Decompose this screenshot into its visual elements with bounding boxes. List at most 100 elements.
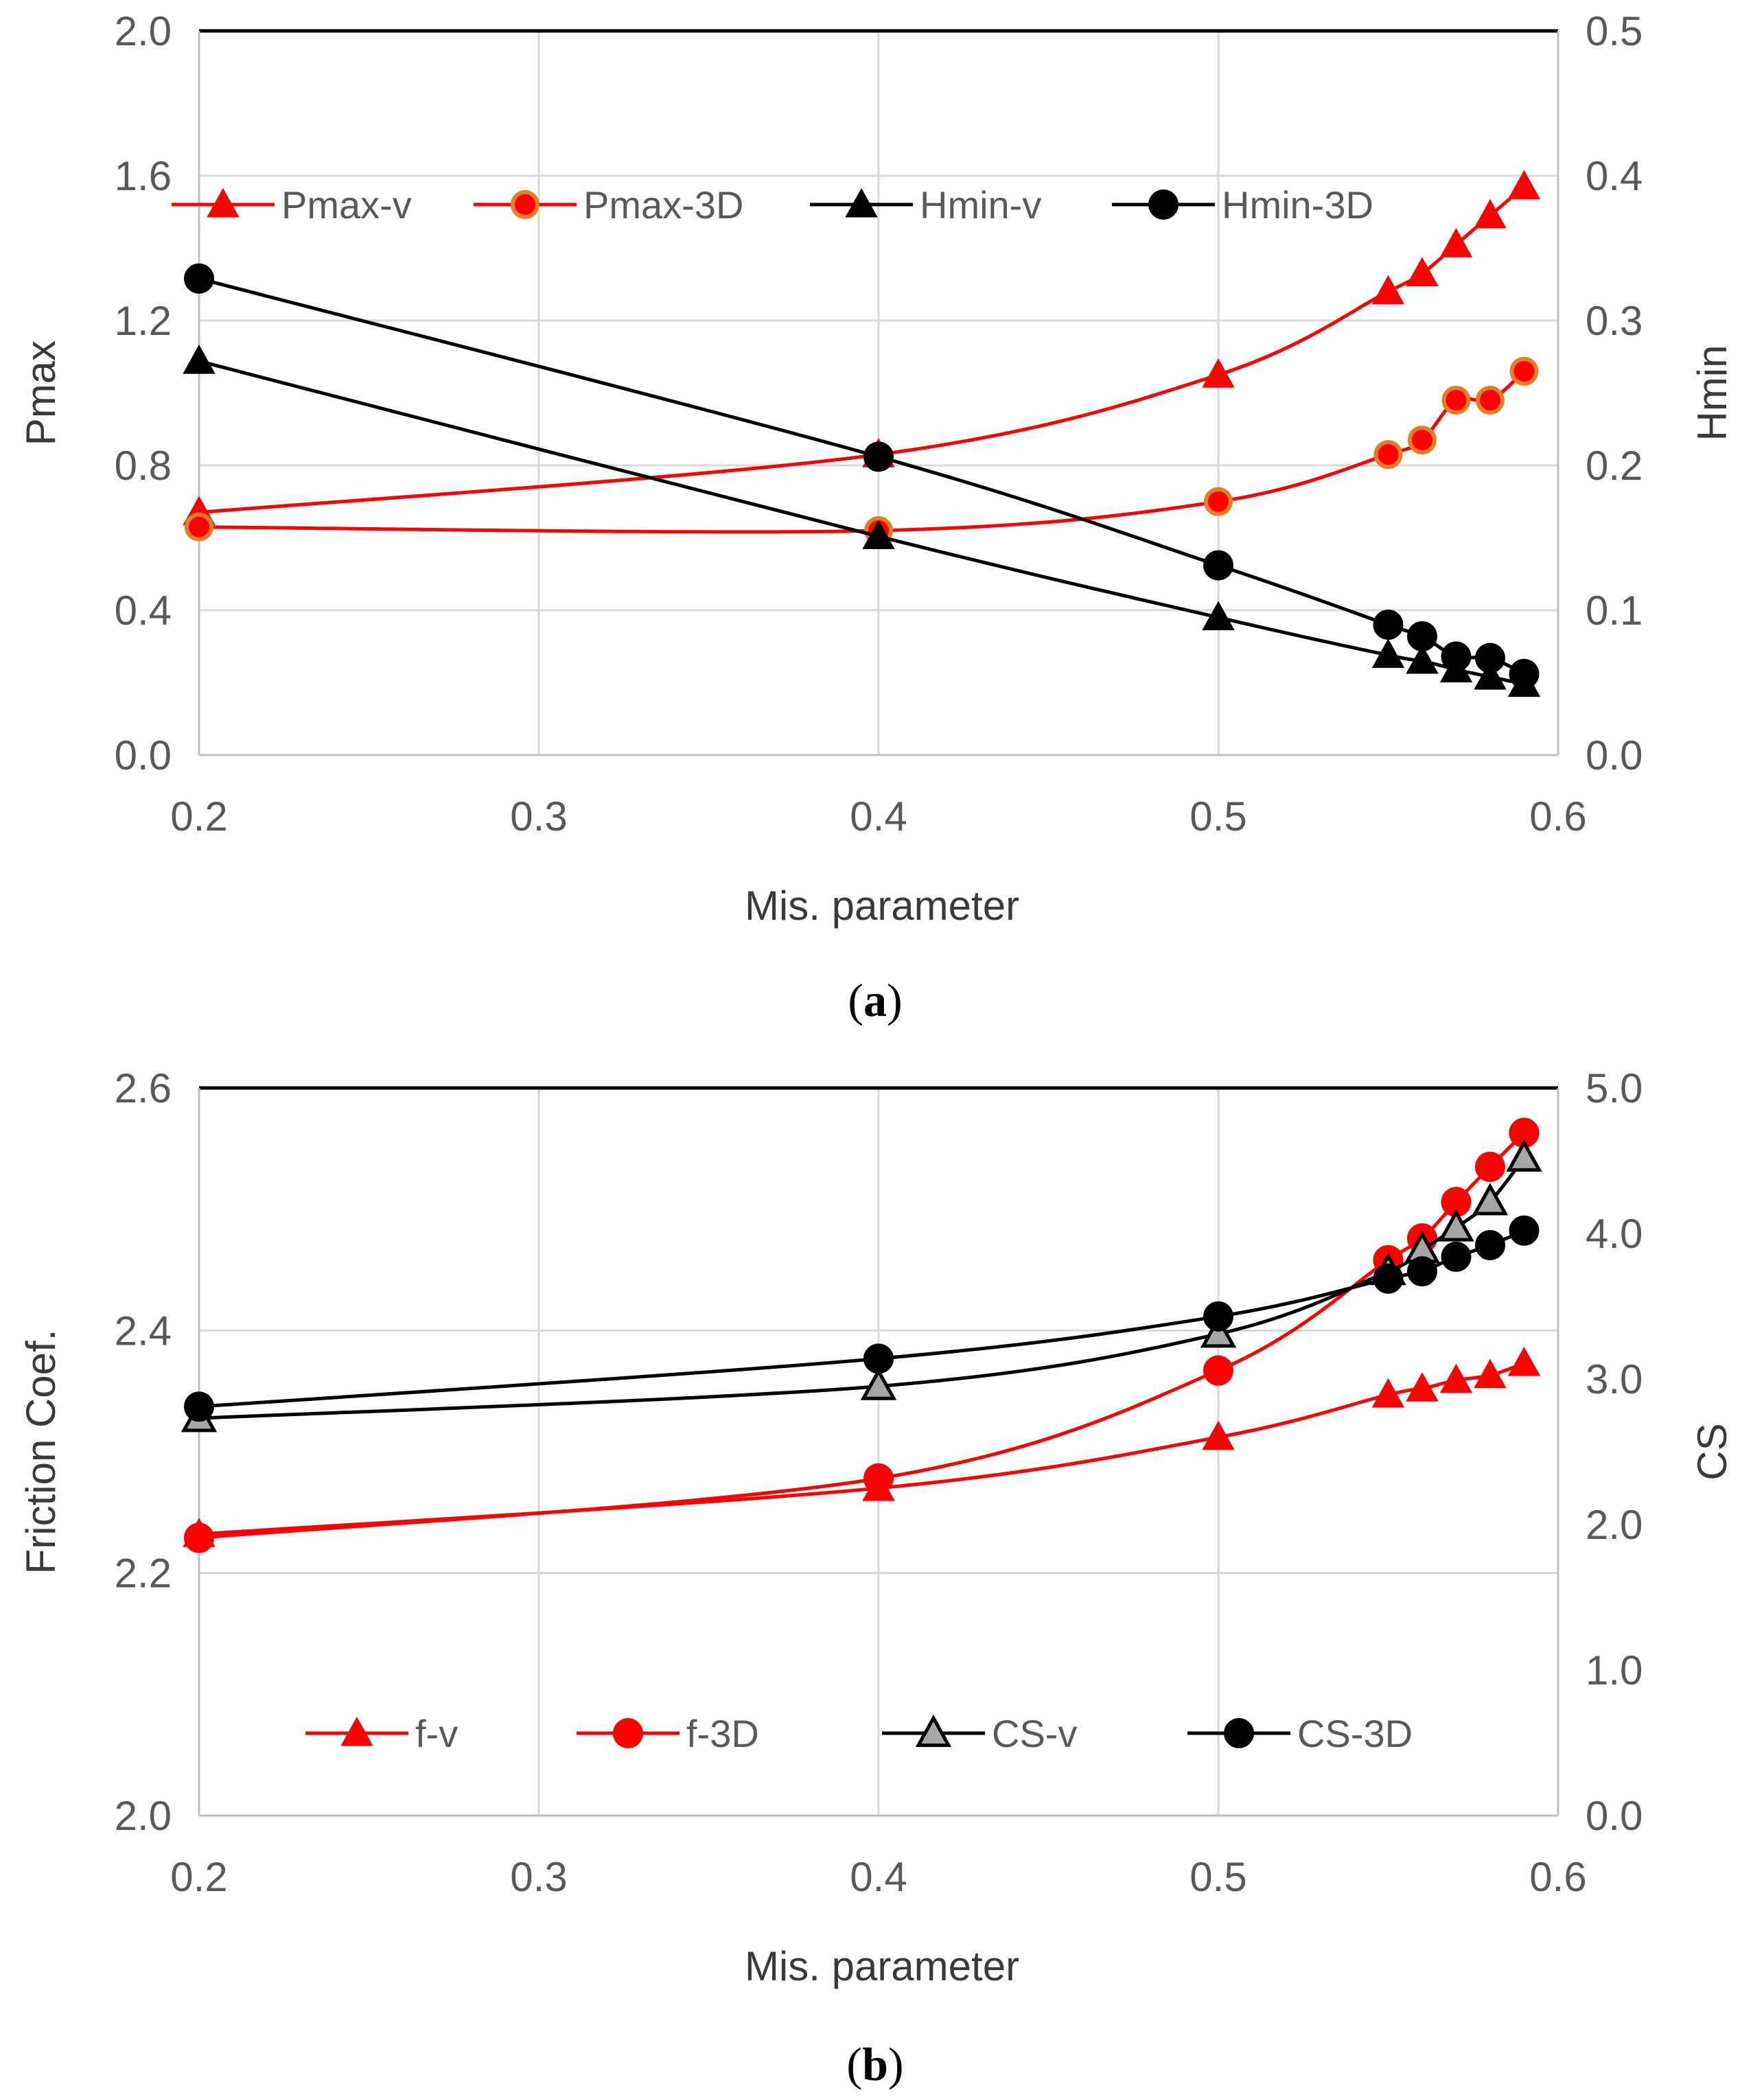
y-tick-label: 0.0 <box>115 732 172 778</box>
series-hmin-v <box>183 345 1541 697</box>
legend: Pmax-v Pmax-3D Hmin-v Hmin-3D <box>172 183 1373 227</box>
x-tick-label: 0.2 <box>170 793 227 839</box>
data-point-f-v <box>1202 1420 1235 1450</box>
data-point-cs-v <box>1506 1139 1542 1172</box>
data-point-hmin-v <box>1474 660 1507 690</box>
data-point-hmin-3d <box>1441 641 1472 672</box>
data-point-cs-3d <box>1475 1229 1505 1260</box>
series-f-v <box>183 1346 1541 1547</box>
series-f-3d <box>184 1117 1540 1553</box>
y-tick-label: 2.0 <box>115 1793 172 1839</box>
data-point-f-3d <box>184 1522 214 1553</box>
legend-label-pmax-v: Pmax-v <box>281 183 412 227</box>
data-point-pmax-3d <box>185 512 213 542</box>
y2-tick-label: 0.5 <box>1586 8 1643 54</box>
data-point-hmin-3d <box>863 441 894 472</box>
y2-tick-label: 5.0 <box>1586 1065 1643 1111</box>
data-point-hmin-v <box>862 520 895 549</box>
x-tick-label: 0.4 <box>850 1854 907 1900</box>
chart-panel-b: 0.2 0.3 0.4 0.5 0.6 2.0 2.2 2.4 2.6 0.0 1.0 2.0 3.0 4… <box>18 1065 1735 2090</box>
data-point-cs-3d <box>1509 1215 1540 1246</box>
x-tick-label: 0.6 <box>1529 793 1586 839</box>
data-point-cs-3d <box>1203 1301 1233 1332</box>
data-point-hmin-v <box>1406 644 1439 674</box>
data-point-cs-v <box>1200 1315 1237 1348</box>
data-point-f-v <box>1439 1363 1473 1393</box>
y2-tick-label: 2.0 <box>1586 1502 1643 1548</box>
legend-label-hmin-v: Hmin-v <box>920 183 1041 227</box>
legend-marker-pmax-v <box>207 187 240 218</box>
data-point-cs-3d <box>863 1343 894 1374</box>
data-point-cs-3d <box>1407 1256 1437 1287</box>
y2-tick-label: 0.0 <box>1586 1793 1643 1839</box>
data-point-pmax-3d <box>1476 386 1505 415</box>
legend-marker-cs-v <box>915 1714 952 1748</box>
data-point-pmax-v <box>1406 257 1439 287</box>
x-tick-label: 0.4 <box>850 793 907 839</box>
series-line-f-3d <box>198 1131 1526 1540</box>
y-tick-label: 2.0 <box>115 8 172 54</box>
data-point-hmin-v <box>183 345 216 374</box>
y2-tick-label: 3.0 <box>1586 1356 1643 1402</box>
legend-marker-f-3d <box>613 1718 643 1748</box>
legend-label-pmax-3d: Pmax-3D <box>583 183 743 227</box>
data-point-pmax-3d <box>1204 487 1233 516</box>
y2-axis-title: Hmin <box>1689 345 1735 441</box>
x-tick-label: 0.5 <box>1189 793 1246 839</box>
series-cs-3d <box>184 1215 1540 1422</box>
x-tick-label: 0.6 <box>1529 1854 1586 1900</box>
legend-marker-hmin-v <box>845 187 878 218</box>
data-point-hmin-3d <box>1373 610 1404 640</box>
data-point-f-3d <box>1475 1151 1505 1182</box>
y-axis-title: Pmax <box>18 340 64 445</box>
y-tick-label: 1.2 <box>115 298 172 344</box>
y2-tick-label: 0.1 <box>1586 588 1643 634</box>
data-point-pmax-v <box>1202 358 1235 388</box>
panel-caption: (b) <box>846 2038 903 2090</box>
data-point-cs-3d <box>1441 1241 1472 1272</box>
legend-label-cs-3d: CS-3D <box>1297 1712 1413 1755</box>
x-axis-title: Mis. parameter <box>745 1943 1019 1989</box>
legend-marker-cs-3d <box>1224 1718 1254 1748</box>
data-point-hmin-3d <box>1407 621 1437 651</box>
legend-marker-f-v <box>340 1716 373 1746</box>
data-point-hmin-3d <box>1509 658 1540 689</box>
x-axis-title: Mis. parameter <box>745 883 1019 929</box>
legend-label-hmin-3d: Hmin-3D <box>1222 183 1373 227</box>
data-point-f-v <box>1507 1346 1541 1376</box>
data-point-pmax-3d <box>1373 440 1403 470</box>
x-tick-label: 0.2 <box>170 1854 227 1900</box>
chart-panel-a: 0.2 0.3 0.4 0.5 0.60.00.40.81.21.62.00.00.10… <box>18 8 1735 1026</box>
data-point-cs-v <box>1472 1183 1509 1216</box>
series-line-cs-3d <box>198 1229 1525 1409</box>
data-point-hmin-v <box>1371 638 1405 669</box>
x-tick-label: 0.3 <box>510 1854 567 1900</box>
legend-label-f-3d: f-3D <box>686 1712 759 1755</box>
y2-axis-title: CS <box>1689 1423 1735 1480</box>
data-point-hmin-3d <box>1203 550 1233 581</box>
data-point-f-3d <box>863 1463 894 1494</box>
series-line-cs-v <box>198 1157 1526 1420</box>
data-point-cs-3d <box>184 1391 214 1422</box>
legend-marker-hmin-3d <box>1148 189 1179 220</box>
data-point-pmax-3d <box>1441 386 1471 415</box>
legend-label-f-v: f-v <box>415 1712 458 1755</box>
y2-tick-label: 1.0 <box>1586 1647 1643 1693</box>
y2-tick-label: 0.3 <box>1586 298 1643 344</box>
series-line-hmin-v <box>198 359 1525 686</box>
data-point-cs-v <box>860 1367 897 1400</box>
data-point-pmax-v <box>1507 170 1541 200</box>
data-point-f-v <box>1371 1378 1405 1408</box>
y-tick-label: 2.4 <box>115 1308 172 1354</box>
series-hmin-3d <box>184 263 1540 689</box>
y2-tick-label: 0.2 <box>1586 443 1643 489</box>
y2-tick-label: 0.0 <box>1586 732 1643 778</box>
data-point-cs-3d <box>1373 1263 1404 1294</box>
series-line-pmax-v <box>198 185 1526 515</box>
data-point-pmax-3d <box>1509 356 1539 386</box>
data-point-hmin-3d <box>184 263 214 294</box>
y-tick-label: 0.4 <box>115 588 172 634</box>
data-point-f-v <box>1406 1372 1439 1402</box>
series-cs-v <box>181 1139 1542 1433</box>
